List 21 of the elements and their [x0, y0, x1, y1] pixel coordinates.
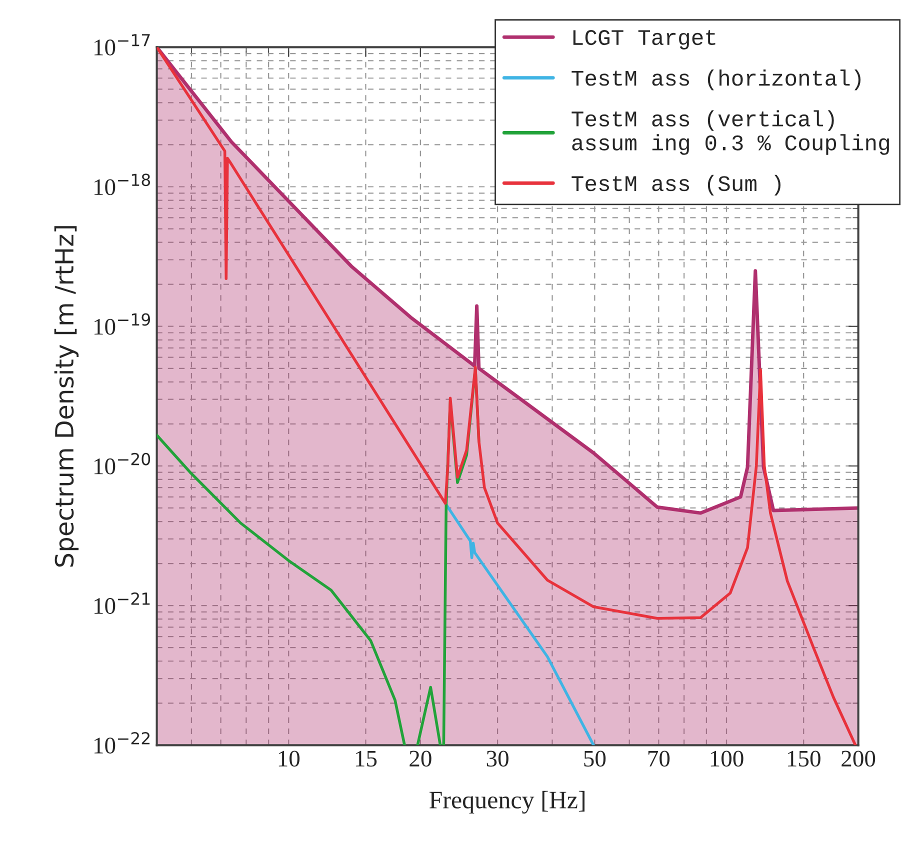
- x-tick-label: 30: [486, 750, 508, 767]
- y-tick-label: 10$^{−22}$: [94, 732, 150, 754]
- x-tick-label: 100: [710, 750, 744, 767]
- legend-label: TestM ass (vertical) assum ing 0.3 % Coupling: [572, 110, 889, 155]
- x-axis-title: Frequency [Hz]: [429, 790, 584, 814]
- y-axis-title: Spectrum Density [m /rtHz]: [54, 226, 79, 567]
- y-tick-label: 10$^{−19}$: [94, 313, 150, 335]
- y-tick-label: 10$^{−20}$: [94, 452, 150, 474]
- legend-label: TestM ass (horizontal): [572, 69, 860, 90]
- x-tick-label: 150: [788, 750, 820, 767]
- x-tick-label: 20: [410, 750, 432, 767]
- legend-label: LCGT Target: [573, 30, 716, 50]
- y-tick-label: 10$^{−21}$: [94, 592, 150, 614]
- y-tick-label: 10$^{−17}$: [94, 34, 150, 56]
- x-tick-label: 70: [648, 750, 670, 767]
- x-tick-label: 200: [842, 750, 876, 767]
- legend-label: TestM ass (Sum ): [572, 174, 780, 196]
- x-tick-label: 15: [356, 750, 377, 767]
- x-tick-label: 50: [584, 750, 606, 767]
- x-tick-label: 10: [278, 750, 300, 767]
- y-tick-label: 10$^{−18}$: [94, 174, 150, 196]
